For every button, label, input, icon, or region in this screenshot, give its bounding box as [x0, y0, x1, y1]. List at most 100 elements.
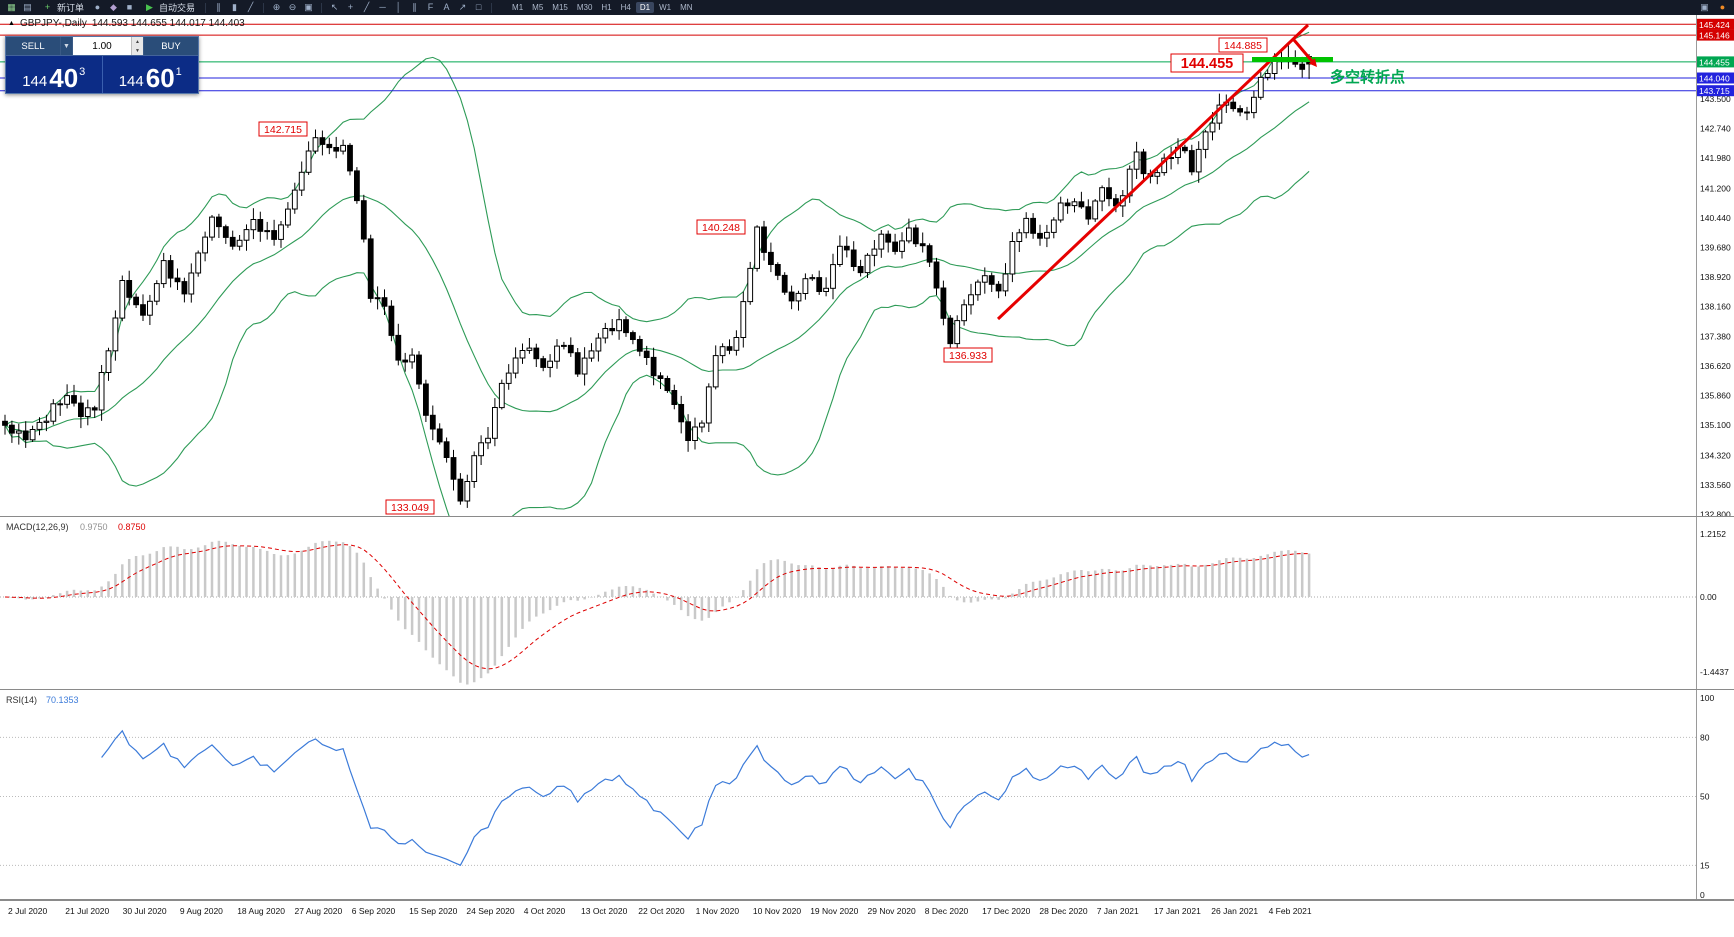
macd-scale[interactable]: 1.2152 0.00 -1.4437 — [1696, 517, 1730, 690]
text-tool-icon[interactable]: A — [443, 2, 450, 12]
arrow-tool-icon[interactable]: ↗ — [458, 2, 467, 12]
date-label: 18 Aug 2020 — [237, 906, 285, 916]
one-click-trading-panel: SELL ▼ 1.00 ▲ ▼ BUY 144 40 3 144 60 1 — [5, 36, 199, 94]
toolbar-chart-group: ▦ ▤ — [5, 1, 34, 14]
timeframe-m15[interactable]: M15 — [552, 3, 568, 12]
sell-button[interactable]: SELL — [6, 37, 60, 55]
market-watch-icon[interactable]: ● — [94, 2, 101, 12]
new-order-icon: + — [44, 2, 51, 12]
rsi-indicator-pane[interactable]: RSI(14) 70.1353 100 80 50 15 0 — [0, 690, 1734, 900]
fibonacci-tool-icon[interactable]: F — [427, 2, 434, 12]
svg-text:139.680: 139.680 — [1700, 242, 1731, 252]
svg-text:141.980: 141.980 — [1700, 153, 1731, 163]
svg-text:RSI(14): RSI(14) — [6, 695, 37, 705]
line-chart-type-icon[interactable]: ╱ — [247, 2, 254, 12]
date-label: 8 Dec 2020 — [924, 906, 969, 916]
tile-windows-icon[interactable]: ▣ — [304, 2, 313, 12]
lot-increase-icon[interactable]: ▲ — [135, 38, 140, 45]
timeframe-m1[interactable]: M1 — [512, 3, 524, 12]
timeframe-h1[interactable]: H1 — [601, 3, 612, 12]
chart-shift-end-icon[interactable]: ▣ — [1700, 2, 1709, 12]
new-order-label: 新订单 — [57, 3, 85, 13]
svg-text:138.160: 138.160 — [1700, 301, 1731, 311]
date-label: 13 Oct 2020 — [581, 906, 628, 916]
date-label: 1 Nov 2020 — [695, 906, 740, 916]
svg-text:138.920: 138.920 — [1700, 272, 1731, 282]
svg-text:-1.4437: -1.4437 — [1700, 667, 1729, 677]
lot-size-input[interactable]: 1.00 — [73, 37, 131, 55]
horizontal-line-tool-icon[interactable]: ─ — [379, 2, 386, 12]
trend-line-annotation[interactable] — [996, 23, 1310, 321]
resistance-bar-annotation[interactable] — [1252, 57, 1333, 62]
buy-price-main: 144 — [118, 73, 144, 90]
navigator-icon[interactable]: ◆ — [110, 2, 117, 12]
horizontal-levels[interactable] — [0, 23, 1696, 92]
date-label: 17 Jan 2021 — [1154, 906, 1201, 916]
svg-text:0.00: 0.00 — [1700, 592, 1717, 602]
arrow-annotation[interactable] — [1292, 39, 1317, 67]
toolbar-separator — [491, 2, 493, 13]
macd-label: MACD(12,26,9) 0.9750 0.8750 — [6, 522, 146, 532]
svg-text:0: 0 — [1700, 890, 1705, 900]
svg-text:140.248: 140.248 — [702, 222, 740, 234]
date-label: 2 Jul 2020 — [8, 906, 48, 916]
date-label: 4 Oct 2020 — [523, 906, 566, 916]
chart-ohlc-readout: 144.593 144.655 144.017 144.403 — [91, 18, 245, 29]
timeframe-m30[interactable]: M30 — [576, 3, 593, 12]
price-scale[interactable]: 143.500 142.740 141.980 141.200 140.440 139.6… — [1696, 15, 1734, 517]
price-chart[interactable]: 142.715 140.248 136.933 133.049 144.885 144.4… — [0, 15, 1734, 517]
date-label: 29 Nov 2020 — [867, 906, 916, 916]
notification-icon[interactable]: ● — [1719, 2, 1726, 12]
macd-indicator-pane[interactable]: MACD(12,26,9) 0.9750 0.8750 1.2152 0.00 -1.44… — [0, 517, 1734, 690]
date-label: 22 Oct 2020 — [638, 906, 685, 916]
svg-text:80: 80 — [1700, 732, 1710, 742]
price-callout-labels[interactable]: 142.715 140.248 136.933 133.049 144.885 144.4… — [258, 37, 1268, 515]
shapes-tool-icon[interactable]: □ — [475, 2, 482, 12]
date-label: 15 Sep 2020 — [409, 906, 458, 916]
date-axis[interactable]: 2 Jul 2020 21 Jul 2020 30 Jul 2020 9 Aug 20… — [0, 900, 1734, 922]
timeframe-w1[interactable]: W1 — [659, 3, 672, 12]
svg-text:142.715: 142.715 — [264, 124, 302, 136]
bollinger-bands — [4, 31, 1310, 517]
svg-text:1.2152: 1.2152 — [1700, 529, 1726, 539]
svg-text:134.320: 134.320 — [1700, 450, 1731, 460]
sell-price-sup: 3 — [79, 66, 86, 78]
date-label: 10 Nov 2020 — [752, 906, 802, 916]
buy-price[interactable]: 144 60 1 — [103, 56, 199, 93]
lot-dropdown-caret-icon[interactable]: ▼ — [60, 37, 73, 55]
zoom-out-icon[interactable]: ⊖ — [288, 2, 297, 12]
timeframe-mn[interactable]: MN — [680, 3, 693, 12]
lot-decrease-icon[interactable]: ▼ — [135, 47, 140, 54]
chart-profiles-icon[interactable]: ▤ — [23, 2, 32, 12]
terminal-icon[interactable]: ■ — [126, 2, 133, 12]
cursor-icon[interactable]: ↖ — [330, 2, 339, 12]
bar-chart-type-icon[interactable]: ∥ — [216, 2, 221, 12]
zoom-in-icon[interactable]: ⊕ — [272, 2, 281, 12]
timeframe-d1[interactable]: D1 — [635, 2, 655, 13]
auto-trading-button[interactable]: ▶ 自动交易 — [139, 1, 199, 14]
rsi-scale[interactable]: 100 80 50 15 0 — [1696, 690, 1715, 900]
new-chart-icon[interactable]: ▦ — [7, 2, 16, 12]
note-text[interactable]: 多空转折点 — [1330, 68, 1405, 86]
svg-text:145.146: 145.146 — [1699, 31, 1730, 41]
svg-text:144.040: 144.040 — [1699, 74, 1730, 84]
timeframe-h4[interactable]: H4 — [620, 3, 631, 12]
macd-histogram — [10, 540, 1311, 685]
lot-stepper[interactable]: ▲ ▼ — [131, 37, 144, 55]
macd-signal-line — [4, 544, 1310, 670]
date-label: 9 Aug 2020 — [179, 906, 223, 916]
trendline-tool-icon[interactable]: ╱ — [363, 2, 370, 12]
channel-tool-icon[interactable]: ∥ — [412, 2, 417, 12]
buy-button[interactable]: BUY — [144, 37, 198, 55]
sell-price[interactable]: 144 40 3 — [6, 56, 103, 93]
vertical-line-tool-icon[interactable]: │ — [395, 2, 402, 12]
rsi-line — [101, 729, 1310, 866]
new-order-button[interactable]: + 新订单 — [37, 1, 88, 14]
crosshair-icon[interactable]: + — [347, 2, 354, 12]
candle-chart-type-icon[interactable]: ▮ — [232, 2, 237, 12]
timeframe-m5[interactable]: M5 — [532, 3, 544, 12]
svg-text:0.9750: 0.9750 — [80, 522, 108, 532]
svg-text:70.1353: 70.1353 — [46, 695, 79, 705]
timeframe-group: M1 M5 M15 M30 H1 H4 D1 W1 MN — [508, 2, 697, 13]
chart-title: ▲ GBPJPY-,Daily 144.593 144.655 144.017 … — [8, 18, 245, 29]
